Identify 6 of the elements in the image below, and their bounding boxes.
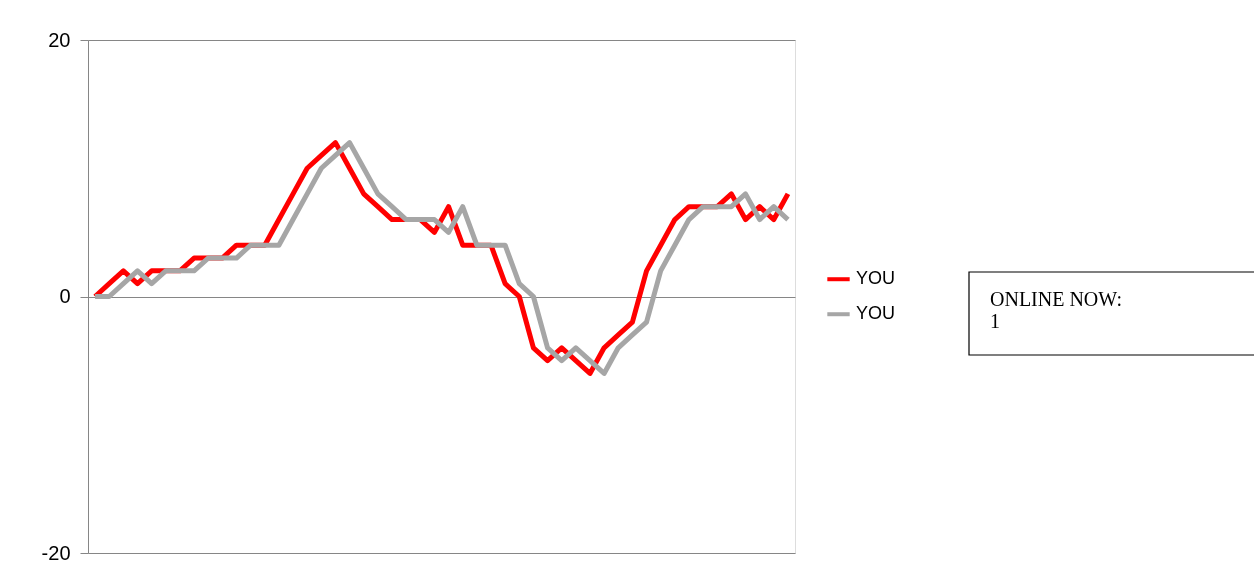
y-tick-label: 20 bbox=[48, 28, 71, 51]
legend-label: YOU bbox=[856, 268, 896, 289]
y-tick-label: 0 bbox=[59, 285, 71, 307]
text: ONLINE NOW: 1 bbox=[990, 288, 1123, 332]
y-tick-label: -20 bbox=[41, 541, 71, 564]
legend-label: YOU bbox=[856, 303, 896, 324]
